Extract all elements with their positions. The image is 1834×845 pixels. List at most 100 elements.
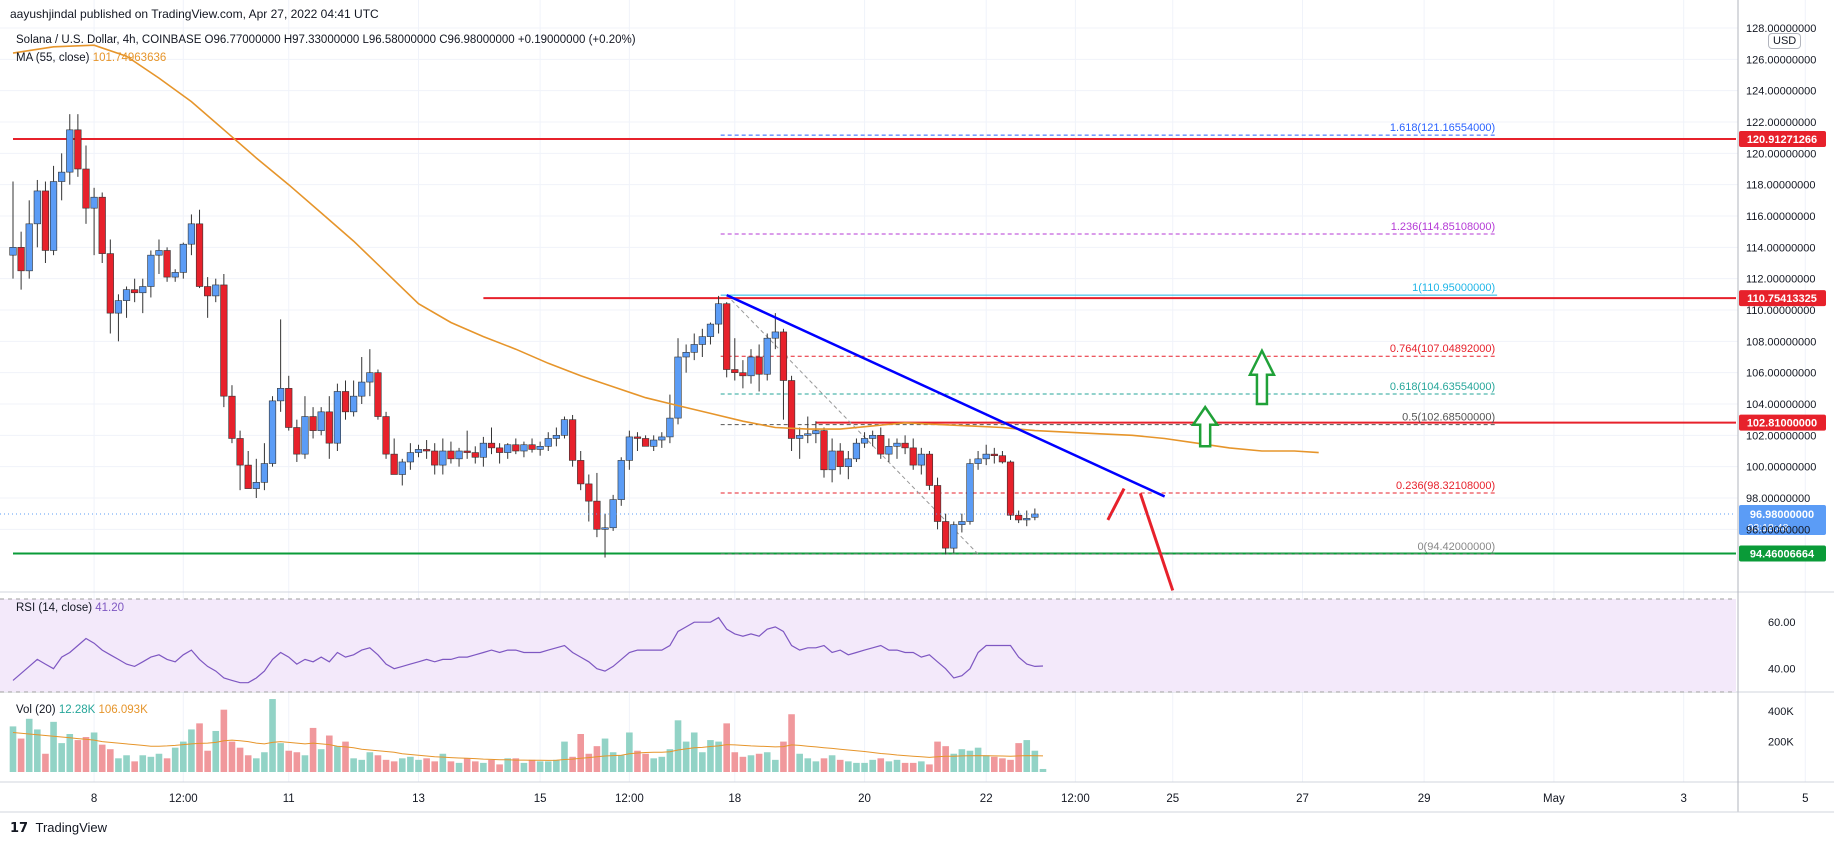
ma55-line xyxy=(12,44,1319,454)
time-tick-label: 12:00 xyxy=(169,793,198,805)
time-tick-label: 12:00 xyxy=(1061,793,1090,805)
volume-bar xyxy=(731,752,739,772)
candle-body xyxy=(25,223,33,272)
candle-up xyxy=(844,451,852,480)
time-tick-label: 27 xyxy=(1296,793,1309,805)
price-label-badge xyxy=(1739,290,1826,307)
volume-bar xyxy=(317,749,325,772)
candle-up xyxy=(439,438,447,475)
volume-bar xyxy=(1015,743,1022,772)
volume-bar xyxy=(34,729,41,772)
volume-bar xyxy=(204,750,211,772)
volume-bar xyxy=(942,746,949,772)
candle-body xyxy=(885,445,893,455)
candle-down xyxy=(17,231,25,290)
price-tick-label: 104.00000000 xyxy=(1746,399,1816,411)
candle-up xyxy=(260,443,269,491)
volume-bar xyxy=(9,726,17,772)
candle-down xyxy=(98,192,106,263)
price-tick-label: 118.00000000 xyxy=(1746,180,1816,192)
time-tick-label: 13 xyxy=(412,793,425,805)
trendline xyxy=(726,293,1166,498)
candle-down xyxy=(131,278,139,303)
rsi-tick-label: 60.00 xyxy=(1768,617,1796,629)
candle-down xyxy=(528,438,536,453)
fib-level-label: 1(110.95000000) xyxy=(1412,282,1495,294)
candle-up xyxy=(682,344,690,373)
volume-bar xyxy=(471,761,479,772)
candle-body xyxy=(633,436,642,439)
candle-body xyxy=(309,416,317,431)
candle-body xyxy=(268,400,277,464)
volume-bar xyxy=(974,747,982,772)
volume-bar xyxy=(674,720,682,772)
candle-down xyxy=(779,328,788,420)
candle-body xyxy=(455,450,463,460)
candle-up xyxy=(869,430,877,447)
volume-bar xyxy=(171,747,179,772)
currency-button[interactable]: USD xyxy=(1768,33,1802,49)
candle-body xyxy=(593,500,601,530)
candle-body xyxy=(179,243,187,273)
volume-bar xyxy=(763,752,771,772)
candle-body xyxy=(779,331,788,381)
volume-bar xyxy=(423,758,430,772)
axes: 120.91271266 110.75413325 102.81000000 94.4… xyxy=(91,23,1826,805)
ma-legend-value: 101.74963636 xyxy=(92,52,167,64)
candle-down xyxy=(382,411,390,459)
volume-bar xyxy=(536,761,544,772)
candle-body xyxy=(9,247,17,256)
volume-bar xyxy=(836,759,844,772)
volume-bar xyxy=(139,755,147,772)
rsi-legend-value: 41.20 xyxy=(95,602,125,614)
volume-bar xyxy=(577,734,584,772)
candle-up xyxy=(504,443,512,459)
candle-body xyxy=(195,223,204,287)
candle-body xyxy=(917,453,925,466)
candle-down xyxy=(447,441,455,464)
candle-body xyxy=(1015,514,1023,521)
candle-body xyxy=(301,416,309,455)
up-arrow-icon xyxy=(1190,404,1220,448)
price-label-badge xyxy=(1739,131,1826,148)
candle-body xyxy=(374,372,382,417)
candle-up xyxy=(828,438,836,483)
volume-bar xyxy=(650,758,657,772)
volume-legend: Vol (20) 12.28K 106.093K xyxy=(16,704,148,716)
candle-body xyxy=(568,419,577,461)
candle-body xyxy=(520,444,528,452)
volume-bar xyxy=(707,740,714,772)
volume-bar xyxy=(690,732,698,772)
volume-bar xyxy=(90,732,98,772)
fib-level-label: 0.5(102.68500000) xyxy=(1402,412,1495,424)
volume-bar xyxy=(261,752,268,772)
price-tick-label: 108.00000000 xyxy=(1746,336,1816,348)
volume-bar xyxy=(877,758,885,772)
candle-body xyxy=(204,286,212,297)
volume-bar xyxy=(512,758,520,772)
volume-bar xyxy=(463,758,471,772)
volume-bar xyxy=(447,761,455,772)
candle-body xyxy=(966,463,974,522)
drawings xyxy=(0,293,1736,591)
volume-bar xyxy=(520,762,528,772)
volume-bar xyxy=(107,749,114,772)
tradingview-brand[interactable]: 17 TradingView xyxy=(10,820,107,836)
fib-level-label: 0(94.42000000) xyxy=(1417,541,1495,553)
candle-up xyxy=(609,494,617,531)
time-tick-label: 15 xyxy=(534,793,547,805)
candle-up xyxy=(714,295,723,334)
volume-bar xyxy=(804,758,812,772)
tradingview-wordmark: TradingView xyxy=(35,820,108,835)
candle-down xyxy=(82,145,90,224)
volume-bar xyxy=(212,730,220,772)
volume-bar xyxy=(350,758,357,772)
volume-ma-legend-value: 106.093K xyxy=(98,704,148,716)
candle-body xyxy=(114,300,123,314)
candle-body xyxy=(58,171,66,182)
volume-bar xyxy=(496,764,503,772)
candle-body xyxy=(682,351,690,358)
candle-body xyxy=(933,485,942,522)
red-projection-line xyxy=(1106,487,1126,521)
